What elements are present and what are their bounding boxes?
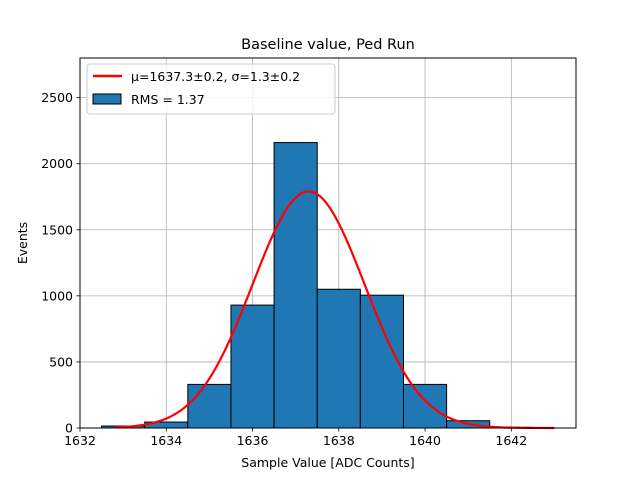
histogram-bar: [402, 383, 448, 429]
y-tick-label: 2500: [41, 90, 73, 105]
x-tick-label: 1632: [64, 433, 96, 448]
x-tick-label: 1638: [323, 433, 355, 448]
y-axis-label: Events: [15, 222, 30, 264]
fit-curve-layer: [114, 190, 555, 430]
plot-frame: [79, 57, 577, 429]
legend-histogram-swatch: [92, 93, 122, 105]
x-tick-label: 1642: [495, 433, 527, 448]
histogram-bar: [273, 142, 318, 429]
x-tick-label: 1634: [150, 433, 182, 448]
gaussian-fit-curve: [114, 190, 555, 430]
x-axis-ticks: 1632 1634 1636 1638 1640 1642: [64, 428, 527, 448]
histogram-bar: [187, 383, 232, 429]
chart-title: Baseline value, Ped Run: [241, 37, 415, 53]
y-axis-ticks: 0 500 1000 1500 2000 2500: [41, 90, 80, 436]
y-tick-label: 0: [65, 421, 73, 436]
y-tick-label: 500: [49, 354, 73, 369]
x-axis-label: Sample Value [ADC Counts]: [241, 455, 414, 470]
histogram-bars: [101, 142, 534, 429]
y-tick-label: 1000: [41, 288, 73, 303]
x-tick-label: 1636: [237, 433, 269, 448]
legend: μ=1637.3±0.2, σ=1.3±0.2 RMS = 1.37: [86, 63, 336, 115]
histogram-bar: [316, 288, 361, 429]
legend-histogram-label: RMS = 1.37: [131, 92, 205, 107]
y-tick-label: 2000: [41, 156, 73, 171]
y-tick-label: 1500: [41, 222, 73, 237]
histogram-bar: [359, 294, 404, 429]
histogram-bar: [230, 304, 275, 429]
x-tick-label: 1640: [409, 433, 441, 448]
legend-fit-label: μ=1637.3±0.2, σ=1.3±0.2: [131, 69, 300, 84]
legend-box: [86, 63, 336, 115]
